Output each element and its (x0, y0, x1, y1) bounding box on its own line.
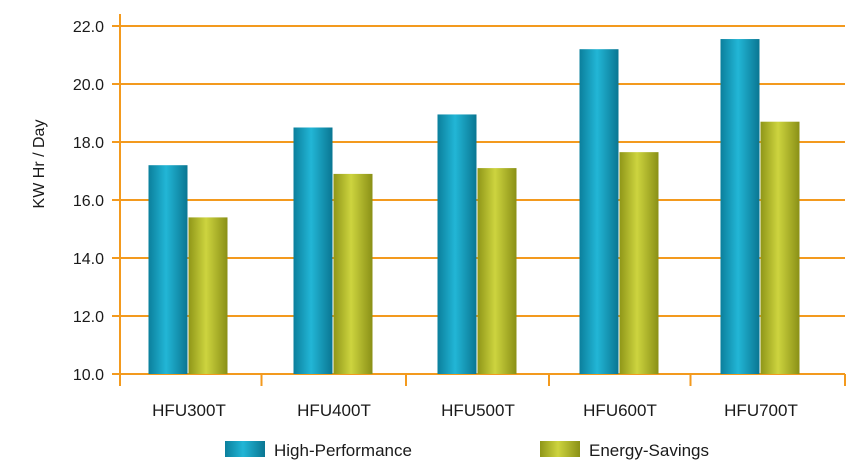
y-axis-title: KW Hr / Day (31, 120, 48, 209)
legend-swatch-energy-savings (540, 441, 580, 457)
bars (148, 39, 800, 375)
bar-high-performance-hfu600t (579, 49, 619, 374)
bar-high-performance-hfu700t (720, 39, 760, 375)
y-tick-label: 16.0 (73, 193, 104, 210)
x-tick-label: HFU400T (297, 401, 371, 420)
y-tick-labels: 10.0 12.0 14.0 16.0 18.0 20.0 22.0 (73, 19, 104, 384)
bar-energy-savings-hfu500t (477, 168, 517, 374)
x-tick-label: HFU500T (441, 401, 515, 420)
y-tick-label: 14.0 (73, 251, 104, 268)
bar-high-performance-hfu500t (437, 114, 477, 374)
bar-energy-savings-hfu600t (619, 152, 659, 374)
y-tick-label: 20.0 (73, 77, 104, 94)
bar-energy-savings-hfu400t (333, 173, 373, 374)
legend-label: High-Performance (274, 441, 412, 460)
x-tick-labels: HFU300T HFU400T HFU500T HFU600T HFU700T (152, 401, 798, 420)
bar-energy-savings-hfu300t (188, 217, 228, 374)
y-tick-label: 10.0 (73, 367, 104, 384)
axes (119, 14, 846, 386)
y-tick-label: 22.0 (73, 19, 104, 36)
x-tick-label: HFU700T (724, 401, 798, 420)
y-tick-label: 12.0 (73, 309, 104, 326)
bar-high-performance-hfu300t (148, 165, 188, 374)
legend: High-Performance Energy-Savings (225, 441, 709, 460)
bar-high-performance-hfu400t (293, 127, 333, 374)
x-tick-label: HFU600T (583, 401, 657, 420)
legend-label: Energy-Savings (589, 441, 709, 460)
y-tick-label: 18.0 (73, 135, 104, 152)
bar-energy-savings-hfu700t (760, 121, 800, 374)
legend-swatch-high-performance (225, 441, 265, 457)
x-tick-label: HFU300T (152, 401, 226, 420)
